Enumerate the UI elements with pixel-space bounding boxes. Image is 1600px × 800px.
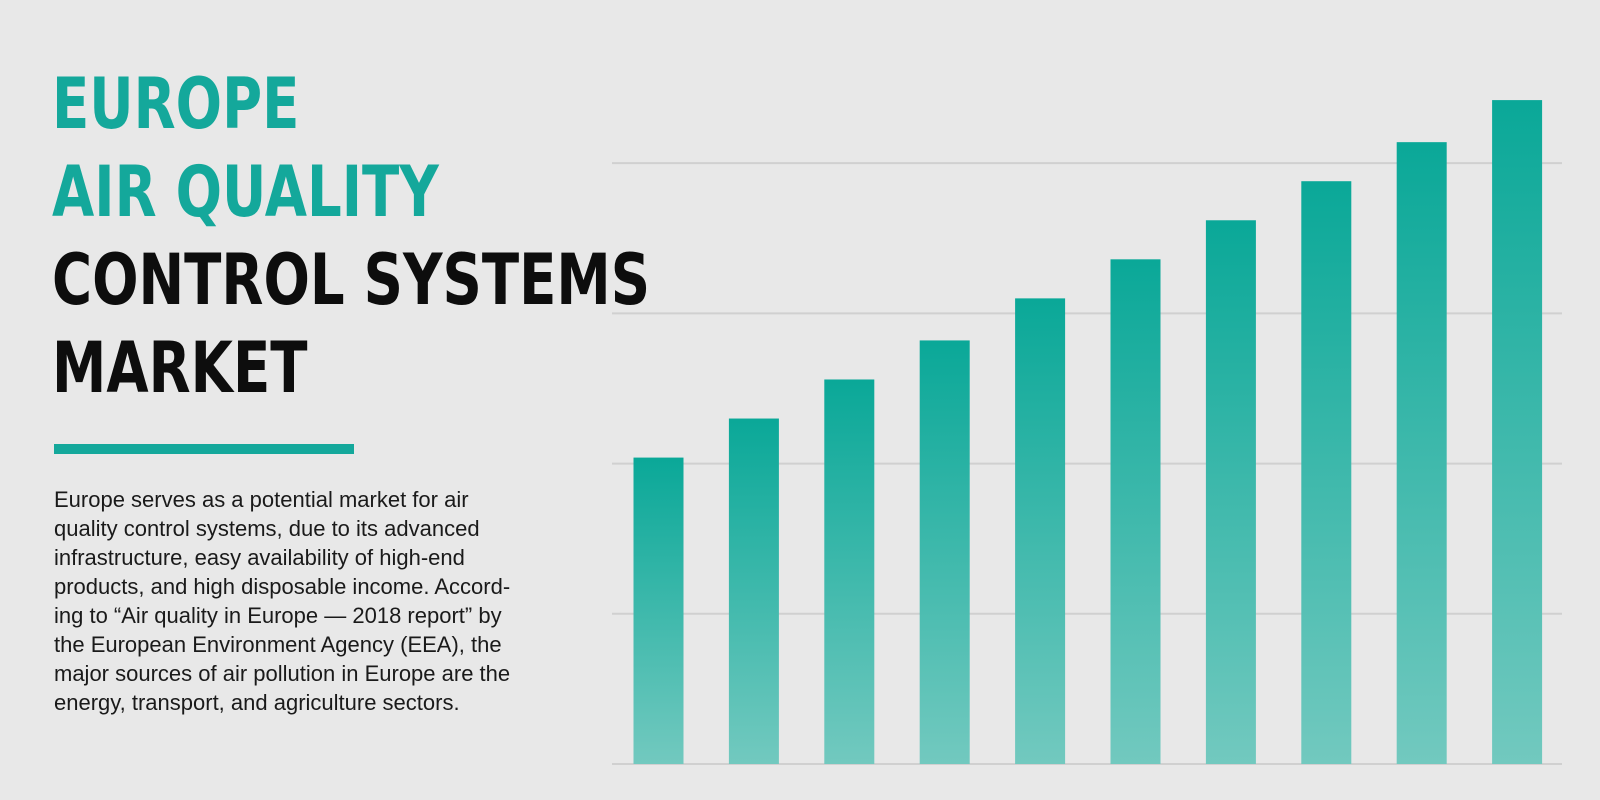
bar-1 xyxy=(633,457,684,764)
bar-4 xyxy=(919,340,970,764)
description-line: ing to “Air quality in Europe — 2018 rep… xyxy=(54,603,502,628)
bar-10 xyxy=(1492,100,1543,764)
bar-2 xyxy=(728,418,779,764)
title-underline xyxy=(54,444,354,454)
page-title: EUROPE AIR QUALITY CONTROL SYSTEMS MARKE… xyxy=(52,60,650,412)
bar-8 xyxy=(1301,181,1352,765)
description-line: major sources of air pollution in Europe… xyxy=(54,661,511,686)
title-line-market: MARKET xyxy=(52,327,308,409)
description-line: products, and high disposable income. Ac… xyxy=(54,574,511,599)
description-line: infrastructure, easy availability of hig… xyxy=(54,545,465,570)
bars xyxy=(633,100,1543,765)
description-line: Europe serves as a potential market for … xyxy=(54,487,469,512)
bar-5 xyxy=(1015,298,1066,764)
description-line: quality control systems, due to its adva… xyxy=(54,516,480,541)
title-line-air-quality: AIR QUALITY xyxy=(52,151,439,233)
description-paragraph: Europe serves as a potential market for … xyxy=(54,485,564,717)
title-line-control-systems: CONTROL SYSTEMS xyxy=(52,239,651,321)
bar-3 xyxy=(824,379,875,764)
bar-7 xyxy=(1205,220,1256,764)
bar-9 xyxy=(1396,142,1447,765)
description-line: the European Environment Agency (EEA), t… xyxy=(54,632,502,657)
description-line: energy, transport, and agriculture secto… xyxy=(54,690,460,715)
title-line-europe: EUROPE xyxy=(52,63,300,145)
bar-6 xyxy=(1110,259,1161,764)
